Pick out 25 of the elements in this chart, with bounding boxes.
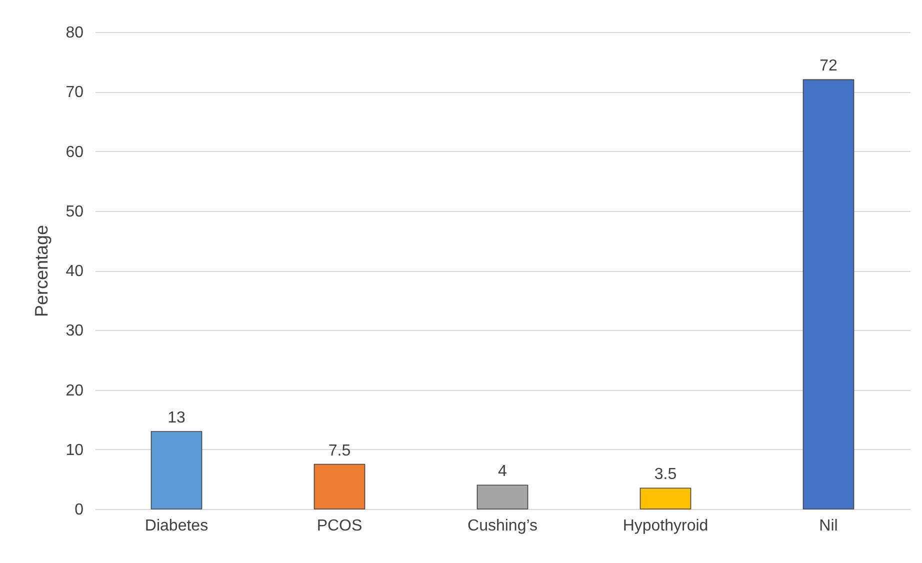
data-label: 7.5 bbox=[328, 442, 351, 460]
bar bbox=[802, 79, 854, 510]
data-label: 72 bbox=[820, 58, 838, 75]
y-tick-label: 70 bbox=[66, 84, 84, 102]
bar bbox=[640, 488, 692, 510]
y-tick-label: 30 bbox=[66, 322, 84, 340]
y-tick-label: 50 bbox=[66, 203, 84, 220]
y-tick-label: 60 bbox=[66, 144, 84, 161]
x-tick-label: PCOS bbox=[316, 518, 362, 534]
x-tick-label: Nil bbox=[819, 518, 838, 534]
x-tick-label: Cushing’s bbox=[468, 518, 538, 534]
x-tick-label: Hypothyroid bbox=[622, 518, 708, 534]
y-axis-title: Percentage bbox=[32, 224, 52, 318]
y-tick-label: 80 bbox=[66, 24, 84, 42]
y-tick-label: 40 bbox=[66, 263, 84, 280]
y-tick-label: 20 bbox=[66, 382, 84, 400]
bar bbox=[476, 484, 528, 510]
data-label: 13 bbox=[168, 409, 186, 426]
x-tick-label: Diabetes bbox=[144, 518, 208, 534]
bar bbox=[150, 431, 202, 510]
bar bbox=[314, 464, 366, 510]
y-tick-label: 10 bbox=[66, 442, 84, 459]
data-label: 3.5 bbox=[654, 466, 677, 484]
data-label: 4 bbox=[498, 463, 508, 480]
y-tick-label: 0 bbox=[74, 502, 84, 518]
